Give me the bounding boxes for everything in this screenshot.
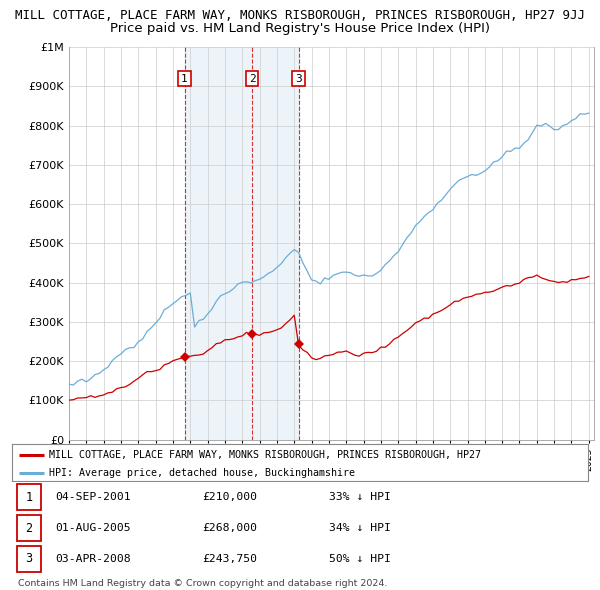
Text: MILL COTTAGE, PLACE FARM WAY, MONKS RISBOROUGH, PRINCES RISBOROUGH, HP27: MILL COTTAGE, PLACE FARM WAY, MONKS RISB… bbox=[49, 450, 481, 460]
Text: £268,000: £268,000 bbox=[202, 523, 257, 533]
Text: 50% ↓ HPI: 50% ↓ HPI bbox=[329, 554, 391, 563]
Text: Contains HM Land Registry data © Crown copyright and database right 2024.: Contains HM Land Registry data © Crown c… bbox=[18, 579, 388, 588]
Text: 1: 1 bbox=[181, 74, 188, 84]
Text: 1: 1 bbox=[25, 491, 32, 504]
Text: 2: 2 bbox=[25, 522, 32, 535]
Text: HPI: Average price, detached house, Buckinghamshire: HPI: Average price, detached house, Buck… bbox=[49, 468, 355, 478]
Text: 2: 2 bbox=[249, 74, 256, 84]
Text: MILL COTTAGE, PLACE FARM WAY, MONKS RISBOROUGH, PRINCES RISBOROUGH, HP27 9JJ: MILL COTTAGE, PLACE FARM WAY, MONKS RISB… bbox=[15, 9, 585, 22]
Bar bbox=[185, 47, 299, 440]
Text: £210,000: £210,000 bbox=[202, 493, 257, 502]
FancyBboxPatch shape bbox=[17, 484, 41, 510]
FancyBboxPatch shape bbox=[17, 546, 41, 572]
Text: Price paid vs. HM Land Registry's House Price Index (HPI): Price paid vs. HM Land Registry's House … bbox=[110, 22, 490, 35]
Text: 33% ↓ HPI: 33% ↓ HPI bbox=[329, 493, 391, 502]
Text: £243,750: £243,750 bbox=[202, 554, 257, 563]
Text: 03-APR-2008: 03-APR-2008 bbox=[55, 554, 131, 563]
Text: 04-SEP-2001: 04-SEP-2001 bbox=[55, 493, 131, 502]
Text: 01-AUG-2005: 01-AUG-2005 bbox=[55, 523, 131, 533]
Text: 34% ↓ HPI: 34% ↓ HPI bbox=[329, 523, 391, 533]
Text: 3: 3 bbox=[25, 552, 32, 565]
FancyBboxPatch shape bbox=[17, 515, 41, 541]
Text: 3: 3 bbox=[295, 74, 302, 84]
